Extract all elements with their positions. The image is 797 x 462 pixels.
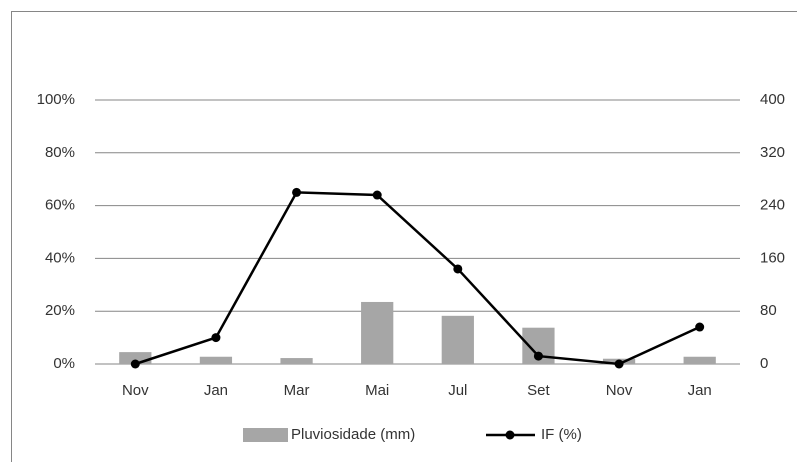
legend-label: IF (%) [541, 426, 582, 443]
bar [361, 301, 394, 364]
line-marker [695, 322, 705, 332]
x-tick-label: Jan [204, 382, 228, 399]
x-tick-label: Jul [448, 382, 467, 399]
line [134, 191, 701, 366]
x-tick-label: Jan [688, 382, 712, 399]
y2-tick-label: 0 [760, 355, 768, 372]
legend-label: Pluviosidade (mm) [291, 426, 415, 443]
bar [441, 315, 474, 364]
x-tick-label: Set [527, 382, 550, 399]
y2-tick-label: 400 [760, 91, 785, 108]
y-tick-label: 40% [45, 249, 75, 266]
bar [280, 358, 313, 364]
line-marker [533, 351, 543, 361]
legend-swatch [243, 428, 288, 442]
x-tick-label: Nov [122, 382, 149, 399]
y-tick-label: 20% [45, 302, 75, 319]
x-tick-label: Mar [284, 382, 310, 399]
y2-tick-label: 160 [760, 249, 785, 266]
y2-tick-label: 320 [760, 144, 785, 161]
chart-frame [11, 11, 797, 462]
line-marker [453, 264, 463, 274]
line-marker [292, 187, 302, 197]
bar [683, 356, 716, 364]
bar [199, 356, 233, 364]
line-marker [211, 333, 221, 343]
line-marker [130, 359, 140, 369]
legend-marker [505, 430, 515, 440]
y-tick-label: 60% [45, 197, 75, 214]
y-tick-label: 100% [37, 91, 75, 108]
y2-tick-label: 240 [760, 197, 785, 214]
line-marker [372, 190, 382, 200]
y-tick-label: 0% [53, 355, 75, 372]
y-tick-label: 80% [45, 144, 75, 161]
bar [119, 352, 152, 364]
x-tick-label: Mai [365, 382, 389, 399]
y2-tick-label: 80 [760, 302, 777, 319]
x-tick-label: Nov [606, 382, 633, 399]
line-marker [614, 359, 624, 369]
